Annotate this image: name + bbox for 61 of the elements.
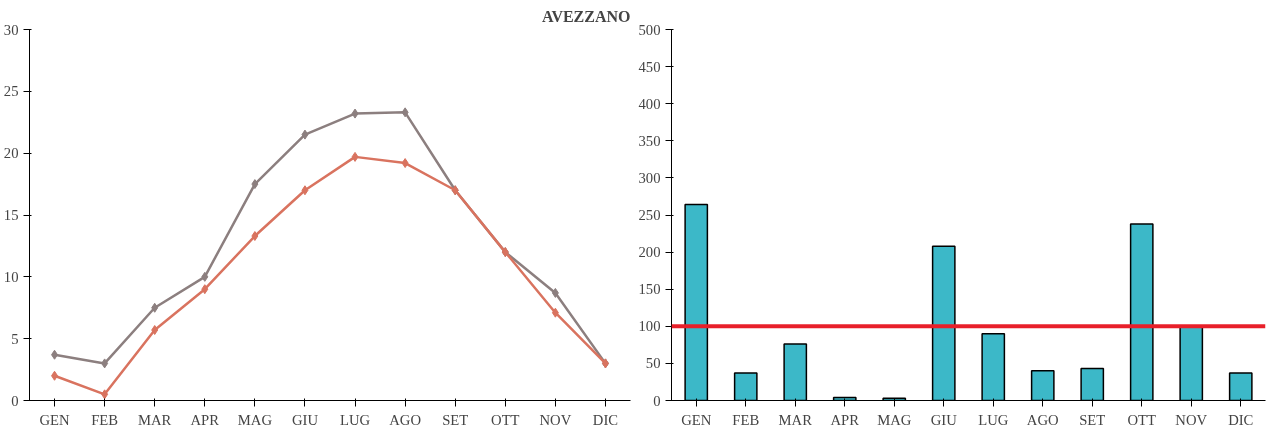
- point: [551, 287, 559, 298]
- point: [151, 325, 159, 336]
- point: [301, 129, 309, 140]
- x-tick-label: SET: [442, 411, 469, 428]
- x-tick-label: GIU: [930, 411, 958, 428]
- x-tick-label: OTT: [491, 411, 520, 428]
- x-tick-label: DIC: [592, 411, 619, 428]
- y-tick-label: 150: [638, 281, 661, 298]
- y-tick-label: 250: [638, 207, 661, 223]
- y-tick-label: 200: [638, 244, 661, 261]
- point: [101, 389, 109, 400]
- x-tick-label: APR: [190, 411, 220, 428]
- y-tick-label: 450: [638, 58, 661, 75]
- y-tick-label: 400: [638, 95, 661, 112]
- x-tick-label: NOV: [1175, 411, 1208, 428]
- x-tick-label: LUG: [978, 411, 1009, 428]
- point: [51, 370, 59, 381]
- chart-title: AVEZZANO: [541, 7, 631, 25]
- y-tick-label: 10: [3, 268, 19, 285]
- x-tick-label: DIC: [1228, 411, 1254, 428]
- x-tick-label: FEB: [91, 411, 119, 428]
- y-tick-label: 5: [11, 330, 19, 347]
- point: [101, 358, 109, 369]
- y-tick-label: 350: [638, 132, 661, 149]
- x-tick-label: AGO: [389, 411, 422, 428]
- x-tick-label: NOV: [539, 411, 572, 428]
- x-tick-label: FEB: [732, 411, 760, 428]
- point: [201, 284, 209, 295]
- x-tick-label: GEN: [39, 411, 71, 428]
- x-tick-label: OTT: [1127, 411, 1157, 428]
- point: [551, 307, 559, 318]
- y-tick-label: 0: [11, 392, 19, 409]
- point: [351, 108, 359, 119]
- x-tick-label: MAG: [237, 411, 273, 428]
- x-tick-label: APR: [830, 411, 860, 428]
- point: [351, 151, 359, 162]
- point: [401, 107, 409, 118]
- point: [301, 185, 309, 196]
- y-tick-label: 300: [638, 169, 661, 186]
- y-tick-label: 25: [3, 83, 19, 100]
- x-tick-label: GIU: [291, 411, 319, 428]
- y-tick-label: 20: [3, 145, 19, 162]
- point: [51, 349, 59, 360]
- y-tick-label: 15: [3, 207, 19, 223]
- point: [201, 271, 209, 282]
- x-tick-label: MAR: [778, 411, 813, 428]
- y-tick-label: 100: [638, 318, 661, 335]
- x-tick-label: GEN: [681, 411, 712, 428]
- x-tick-label: LUG: [339, 411, 371, 428]
- y-tick-label: 30: [3, 21, 19, 38]
- point: [151, 302, 159, 313]
- point: [251, 179, 259, 190]
- x-tick-label: AGO: [1026, 411, 1059, 428]
- x-tick-label: SET: [1079, 411, 1106, 428]
- x-tick-label: MAR: [138, 411, 172, 428]
- y-tick-label: 0: [653, 392, 661, 409]
- x-tick-label: MAG: [877, 411, 912, 428]
- y-tick-label: 50: [645, 355, 661, 372]
- point: [251, 231, 259, 242]
- point: [401, 158, 409, 169]
- y-tick-label: 500: [638, 21, 661, 38]
